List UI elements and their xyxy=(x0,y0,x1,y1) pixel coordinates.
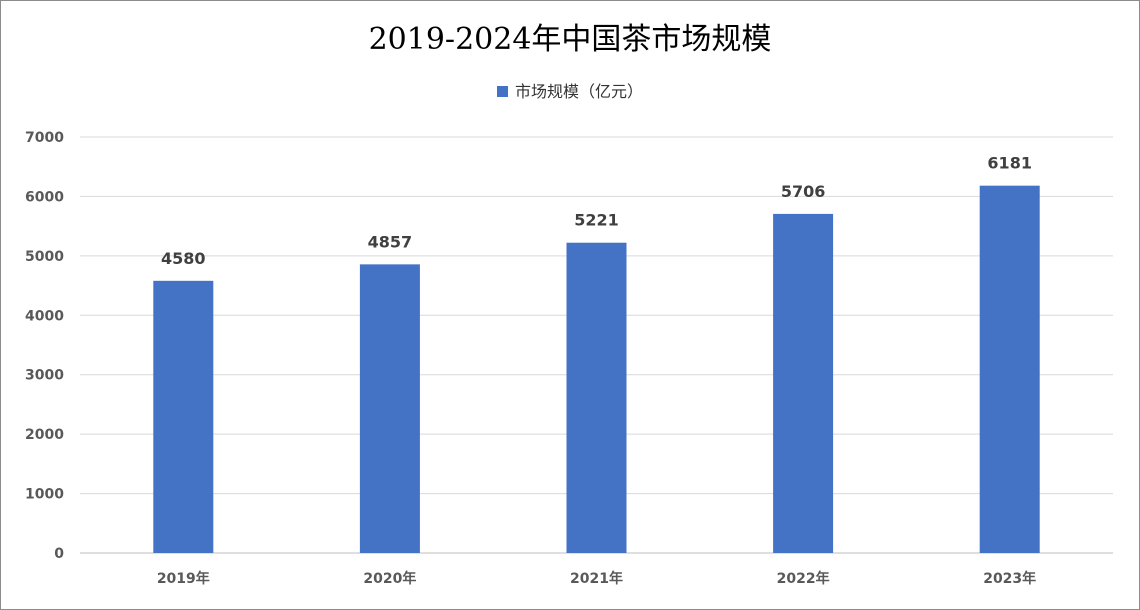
y-tick-label: 0 xyxy=(54,546,64,562)
bar xyxy=(153,280,214,553)
x-tick-label: 2019年 xyxy=(157,570,210,587)
chart-title: 2019-2024年中国茶市场规模 xyxy=(368,22,772,57)
bar xyxy=(773,213,834,553)
bar xyxy=(359,264,420,553)
legend: 市场规模（亿元） xyxy=(0,78,1140,102)
data-label: 6181 xyxy=(987,154,1032,173)
x-tick-label: 2021年 xyxy=(570,570,623,587)
data-label: 5221 xyxy=(574,211,619,230)
data-label: 4857 xyxy=(368,232,413,251)
data-label: 5706 xyxy=(781,182,826,201)
legend-label: 市场规模（亿元） xyxy=(514,82,643,101)
x-tick-label: 2022年 xyxy=(777,570,830,587)
x-tick-label: 2020年 xyxy=(363,570,416,587)
x-tick-label: 2023年 xyxy=(983,570,1036,587)
y-tick-label: 3000 xyxy=(25,368,64,384)
y-tick-label: 2000 xyxy=(25,427,64,443)
bar xyxy=(979,185,1040,553)
data-label: 4580 xyxy=(161,249,206,268)
y-tick-label: 6000 xyxy=(25,189,64,205)
y-tick-label: 5000 xyxy=(25,249,64,265)
legend-swatch xyxy=(496,86,508,97)
y-tick-label: 7000 xyxy=(25,130,64,146)
y-tick-label: 4000 xyxy=(25,308,64,324)
bar xyxy=(566,242,627,553)
y-tick-label: 1000 xyxy=(25,487,64,503)
